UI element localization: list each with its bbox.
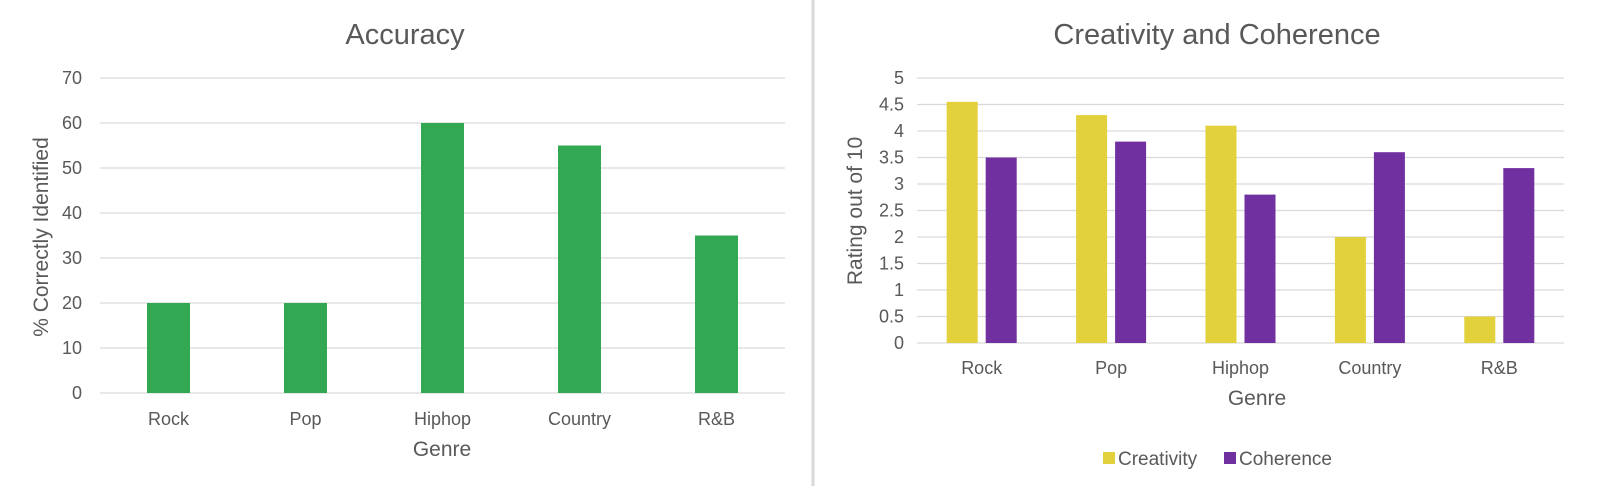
- bar-coherence: [1373, 152, 1405, 343]
- legend-swatch-coherence: [1224, 452, 1236, 464]
- bar-creativity: [1464, 316, 1496, 343]
- legend-item-creativity: Creativity: [1103, 449, 1198, 470]
- y-tick-label: 0: [72, 383, 82, 403]
- bars: [946, 101, 1535, 343]
- bar-value: [284, 303, 327, 393]
- y-tick-label: 70: [62, 68, 82, 88]
- x-tick-label: Pop: [1095, 358, 1127, 378]
- bar-coherence: [1244, 194, 1276, 343]
- x-tick-label: Rock: [148, 409, 190, 429]
- y-tick-label: 0.5: [879, 307, 904, 327]
- y-tick-labels: 0 0.5 1 1.5 2 2.5 3 3.5 4 4.5 5: [879, 68, 904, 353]
- bar-coherence: [985, 157, 1017, 343]
- legend-swatch-creativity: [1103, 452, 1115, 464]
- y-tick-label: 40: [62, 203, 82, 223]
- legend-item-coherence: Coherence: [1224, 449, 1332, 470]
- bar-value: [558, 145, 601, 393]
- bar-value: [695, 235, 738, 393]
- bar-creativity: [946, 101, 978, 343]
- y-tick-label: 60: [62, 113, 82, 133]
- accuracy-chart: Accuracy 0 10 20 30 40 50 60 70 Rock Pop Hiphop Co…: [30, 19, 785, 461]
- y-tick-label: 20: [62, 293, 82, 313]
- x-tick-label: R&B: [1481, 358, 1518, 378]
- bar-coherence: [1503, 168, 1535, 343]
- bar-value: [147, 303, 190, 393]
- bars: [147, 123, 738, 393]
- bar-creativity: [1205, 125, 1237, 343]
- x-tick-labels: Rock Pop Hiphop Country R&B: [148, 409, 735, 429]
- y-tick-label: 50: [62, 158, 82, 178]
- x-tick-labels: Rock Pop Hiphop Country R&B: [961, 358, 1518, 378]
- creativity-coherence-chart: Creativity and Coherence 0 0.5 1 1.5 2 2.5 3 3.…: [844, 19, 1564, 470]
- x-tick-label: Country: [1338, 358, 1401, 378]
- bar-value: [421, 123, 464, 393]
- chart-title: Creativity and Coherence: [1053, 19, 1380, 51]
- y-tick-label: 10: [62, 338, 82, 358]
- x-axis-title: Genre: [1228, 387, 1286, 410]
- bar-coherence: [1115, 141, 1147, 343]
- y-axis-title: Rating out of 10: [844, 137, 867, 285]
- y-tick-label: 0: [894, 333, 904, 353]
- legend: Creativity Coherence: [1103, 449, 1332, 470]
- y-tick-label: 5: [894, 68, 904, 88]
- x-tick-label: Pop: [289, 409, 321, 429]
- y-axis-title: % Correctly Identified: [30, 137, 53, 337]
- x-tick-label: Hiphop: [1212, 358, 1269, 378]
- x-tick-label: Hiphop: [414, 409, 471, 429]
- x-axis-title: Genre: [413, 438, 471, 461]
- y-tick-label: 3.5: [879, 148, 904, 168]
- y-tick-label: 30: [62, 248, 82, 268]
- y-tick-labels: 0 10 20 30 40 50 60 70: [62, 68, 82, 403]
- x-tick-label: Rock: [961, 358, 1003, 378]
- y-tick-label: 4.5: [879, 95, 904, 115]
- y-tick-label: 2: [894, 227, 904, 247]
- y-tick-label: 3: [894, 174, 904, 194]
- gridlines: [917, 77, 1564, 344]
- chart-title: Accuracy: [345, 19, 465, 51]
- legend-label-creativity: Creativity: [1118, 449, 1198, 470]
- y-tick-label: 2.5: [879, 201, 904, 221]
- y-tick-label: 4: [894, 121, 904, 141]
- y-tick-label: 1.5: [879, 254, 904, 274]
- bar-creativity: [1076, 115, 1108, 343]
- x-tick-label: Country: [548, 409, 611, 429]
- bar-creativity: [1334, 237, 1366, 343]
- x-tick-label: R&B: [698, 409, 735, 429]
- legend-label-coherence: Coherence: [1239, 449, 1332, 470]
- y-tick-label: 1: [894, 280, 904, 300]
